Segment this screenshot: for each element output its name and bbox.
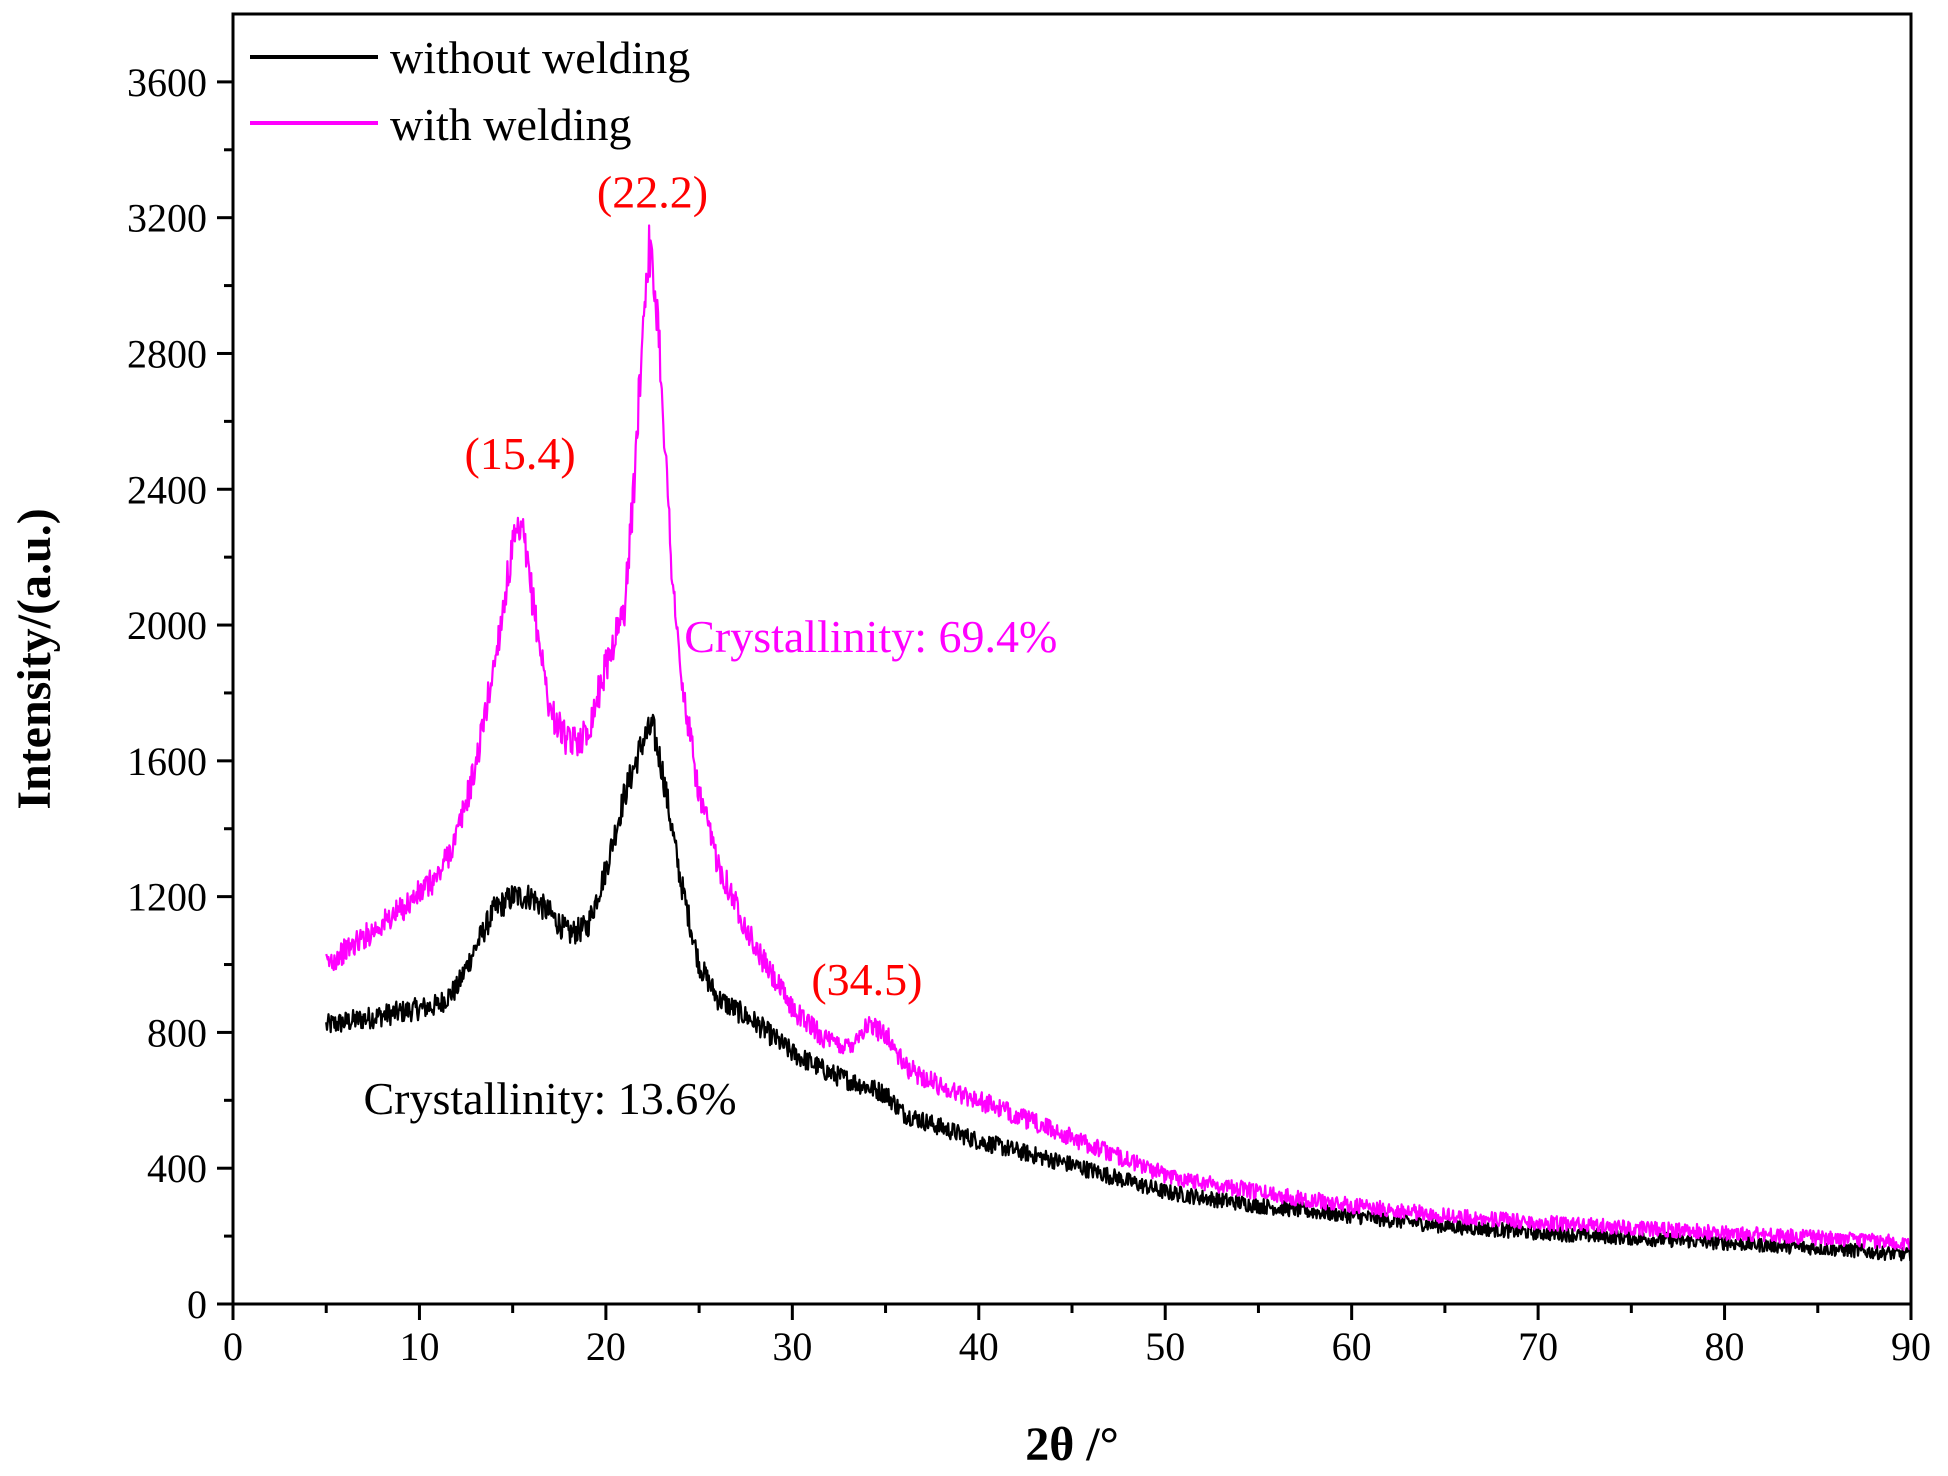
y-tick-label: 1200 xyxy=(127,875,207,920)
y-tick-label: 2400 xyxy=(127,467,207,512)
legend-label-with-welding: with welding xyxy=(390,99,631,150)
y-tick-label: 400 xyxy=(147,1146,207,1191)
x-tick-label: 20 xyxy=(586,1324,626,1369)
peak-label: (22.2) xyxy=(597,167,708,218)
y-tick-label: 800 xyxy=(147,1010,207,1055)
crystallinity-label: Crystallinity: 13.6% xyxy=(364,1073,737,1124)
x-tick-label: 40 xyxy=(959,1324,999,1369)
series-line-without-welding xyxy=(325,713,1912,1262)
x-tick-label: 10 xyxy=(399,1324,439,1369)
y-tick-label: 3200 xyxy=(127,196,207,241)
y-tick-label: 2000 xyxy=(127,603,207,648)
x-axis-title: 2θ /° xyxy=(1025,1418,1119,1471)
legend: without welding with welding xyxy=(250,32,690,150)
annotations: (15.4) (22.2) (34.5) Crystallinity: 69.4% Cr… xyxy=(364,167,1058,1124)
y-tick-label: 1600 xyxy=(127,739,207,784)
x-tick-label: 70 xyxy=(1518,1324,1558,1369)
x-tick-label: 60 xyxy=(1332,1324,1372,1369)
series-lines xyxy=(325,224,1912,1262)
y-axis-title: Intensity/(a.u.) xyxy=(8,508,61,809)
y-tick-label: 3600 xyxy=(127,60,207,105)
y-tick-label: 0 xyxy=(187,1282,207,1327)
series-line-with-welding xyxy=(325,224,1911,1251)
x-tick-label: 80 xyxy=(1705,1324,1745,1369)
x-tick-label: 0 xyxy=(223,1324,243,1369)
x-tick-label: 90 xyxy=(1891,1324,1931,1369)
x-tick-label: 50 xyxy=(1145,1324,1185,1369)
axis-ticks: 0 10 20 30 40 50 60 70 80 90 0 400 800 1200 1600 2000 24… xyxy=(127,60,1931,1369)
peak-label: (15.4) xyxy=(465,428,576,479)
legend-label-without-welding: without welding xyxy=(390,32,690,83)
x-tick-label: 30 xyxy=(772,1324,812,1369)
plot-frame xyxy=(231,12,1913,1306)
peak-label: (34.5) xyxy=(811,954,922,1005)
y-tick-label: 2800 xyxy=(127,331,207,376)
crystallinity-label: Crystallinity: 69.4% xyxy=(684,611,1057,662)
